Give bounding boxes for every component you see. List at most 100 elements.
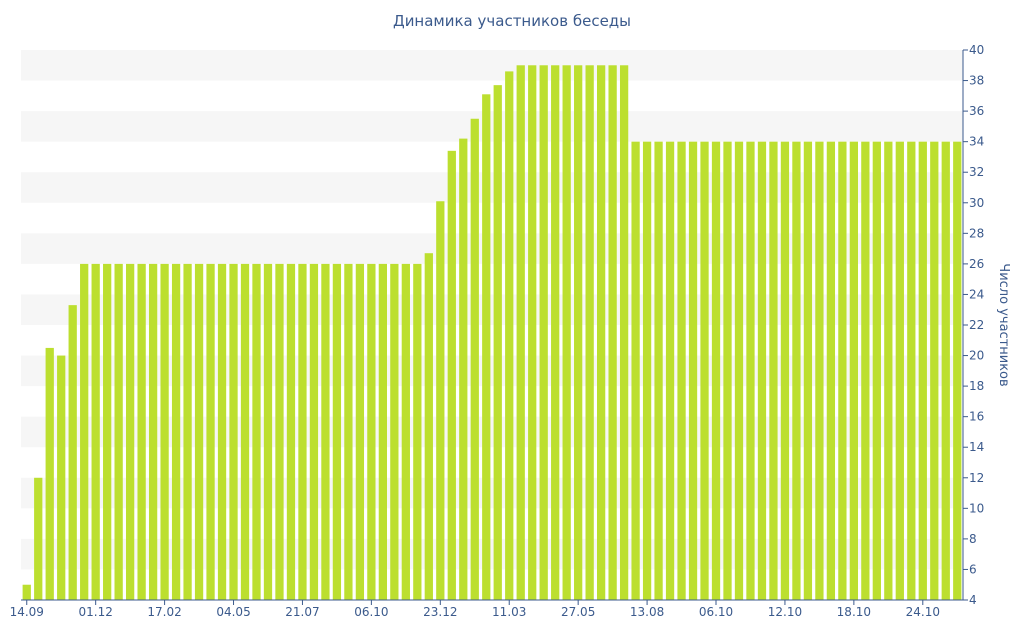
x-tick-label: 04.05 bbox=[216, 605, 250, 619]
bar bbox=[355, 263, 365, 600]
x-tick-label: 11.03 bbox=[492, 605, 526, 619]
bar bbox=[413, 263, 422, 600]
bar bbox=[344, 263, 353, 600]
x-tick-label: 17.02 bbox=[147, 605, 181, 619]
y-tick-label: 18 bbox=[969, 379, 984, 393]
bar bbox=[757, 141, 767, 600]
bar bbox=[91, 263, 100, 600]
bar bbox=[332, 263, 342, 600]
bar bbox=[815, 141, 824, 600]
bar bbox=[780, 141, 790, 600]
bar bbox=[148, 263, 158, 600]
bar bbox=[194, 263, 204, 600]
y-tick-label: 34 bbox=[969, 135, 984, 149]
bar bbox=[619, 65, 629, 601]
bar bbox=[596, 65, 606, 601]
bar bbox=[217, 263, 227, 600]
bar bbox=[298, 263, 307, 600]
bar bbox=[424, 253, 433, 600]
bar bbox=[585, 65, 594, 601]
bar bbox=[838, 141, 847, 600]
bar bbox=[941, 141, 950, 600]
bar bbox=[528, 65, 537, 601]
y-tick-label: 12 bbox=[969, 471, 984, 485]
bar bbox=[286, 263, 296, 600]
bar bbox=[723, 141, 732, 600]
y-tick-label: 8 bbox=[969, 532, 977, 546]
x-tick-label: 24.10 bbox=[906, 605, 940, 619]
y-tick-label: 40 bbox=[969, 43, 984, 57]
grid-band bbox=[21, 50, 963, 81]
x-tick-label: 23.12 bbox=[423, 605, 457, 619]
chart-title: Динамика участников беседы bbox=[392, 12, 632, 30]
bar bbox=[378, 263, 388, 600]
x-tick-label: 13.08 bbox=[630, 605, 664, 619]
bar bbox=[171, 263, 181, 600]
bar bbox=[252, 263, 261, 600]
bar bbox=[482, 94, 491, 601]
bar bbox=[953, 141, 962, 600]
bar bbox=[688, 141, 698, 600]
bar bbox=[884, 141, 893, 600]
x-tick-label: 06.10 bbox=[354, 605, 388, 619]
bar bbox=[803, 141, 813, 600]
bar bbox=[654, 141, 663, 600]
bar bbox=[103, 263, 112, 600]
bar bbox=[275, 263, 284, 600]
bar bbox=[918, 141, 927, 600]
y-tick-label: 22 bbox=[969, 318, 984, 332]
bar bbox=[263, 263, 273, 600]
bar bbox=[895, 141, 904, 600]
bar bbox=[872, 141, 881, 600]
bar bbox=[436, 201, 445, 600]
y-axis-label: Число участников bbox=[996, 263, 1011, 386]
bar bbox=[792, 141, 801, 600]
bar bbox=[22, 584, 31, 600]
bar bbox=[539, 65, 548, 601]
bar bbox=[80, 263, 89, 600]
bar bbox=[861, 141, 870, 600]
bar bbox=[608, 65, 617, 601]
x-tick-label: 14.09 bbox=[10, 605, 44, 619]
bar bbox=[125, 263, 135, 600]
y-tick-label: 36 bbox=[969, 104, 984, 118]
bar bbox=[849, 141, 859, 600]
bar bbox=[642, 141, 652, 600]
bar bbox=[367, 263, 376, 600]
bar bbox=[711, 141, 721, 600]
y-tick-label: 20 bbox=[969, 349, 984, 363]
bar bbox=[826, 141, 836, 600]
bar bbox=[447, 150, 456, 601]
y-tick-label: 38 bbox=[969, 74, 984, 88]
bar bbox=[240, 263, 250, 600]
bar bbox=[700, 141, 709, 600]
bar bbox=[493, 85, 502, 600]
bar bbox=[229, 263, 238, 600]
y-tick-label: 24 bbox=[969, 287, 984, 301]
x-tick-label: 21.07 bbox=[285, 605, 319, 619]
bar bbox=[45, 347, 54, 600]
bar bbox=[390, 263, 399, 600]
y-tick-label: 4 bbox=[969, 593, 977, 607]
x-tick-label: 06.10 bbox=[699, 605, 733, 619]
bar bbox=[137, 263, 146, 600]
bar bbox=[665, 141, 675, 600]
bar bbox=[160, 263, 169, 600]
bar bbox=[183, 263, 192, 600]
bar bbox=[574, 65, 583, 601]
bar bbox=[505, 71, 514, 600]
bar bbox=[562, 65, 571, 601]
bar bbox=[930, 141, 939, 600]
bar bbox=[746, 141, 755, 600]
bar bbox=[34, 477, 43, 600]
y-tick-label: 16 bbox=[969, 410, 984, 424]
bar bbox=[470, 118, 479, 600]
x-tick-label: 12.10 bbox=[768, 605, 802, 619]
bar bbox=[57, 355, 66, 600]
x-tick-label: 27.05 bbox=[561, 605, 595, 619]
bar bbox=[769, 141, 778, 600]
bar-series bbox=[22, 65, 962, 601]
y-tick-label: 30 bbox=[969, 196, 984, 210]
y-tick-label: 10 bbox=[969, 501, 984, 515]
